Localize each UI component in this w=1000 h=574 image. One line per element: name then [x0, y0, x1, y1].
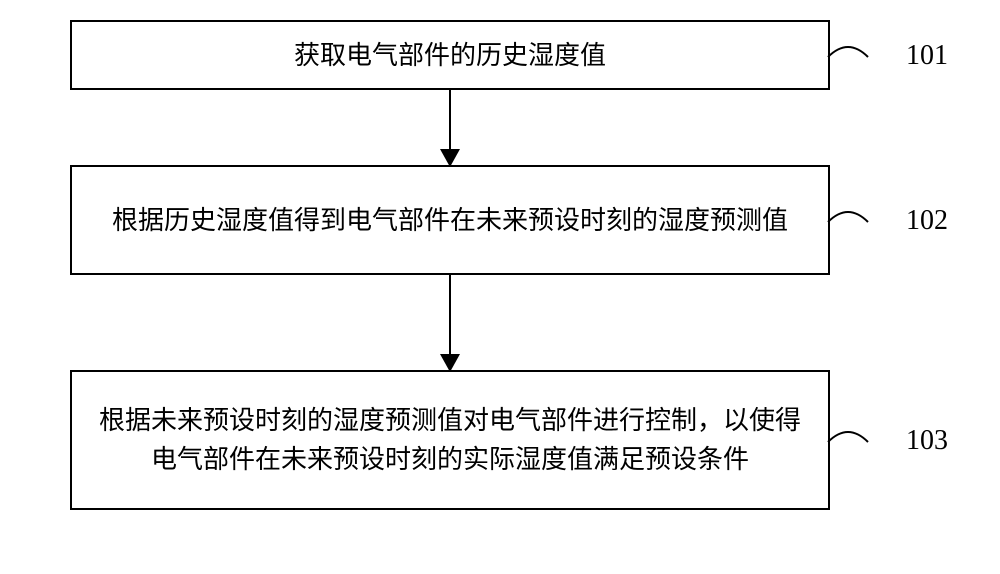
flowchart-arrow: [449, 90, 451, 165]
arrow-container: [70, 275, 830, 370]
flowchart-node-step2: 根据历史湿度值得到电气部件在未来预设时刻的湿度预测值 102: [70, 165, 830, 275]
node-text: 根据历史湿度值得到电气部件在未来预设时刻的湿度预测值: [112, 201, 788, 240]
flowchart-arrow: [449, 275, 451, 370]
node-text: 根据未来预设时刻的湿度预测值对电气部件进行控制，以使得电气部件在未来预设时刻的实…: [92, 401, 808, 479]
node-label: 101: [906, 40, 948, 72]
flowchart-node-step1: 获取电气部件的历史湿度值 101: [70, 20, 830, 90]
label-connector: [828, 207, 878, 247]
flowchart-node-step3: 根据未来预设时刻的湿度预测值对电气部件进行控制，以使得电气部件在未来预设时刻的实…: [70, 370, 830, 510]
node-text: 获取电气部件的历史湿度值: [294, 36, 606, 75]
node-label: 102: [906, 205, 948, 237]
label-connector: [828, 427, 878, 467]
node-label: 103: [906, 425, 948, 457]
label-connector: [828, 42, 878, 82]
flowchart-container: 获取电气部件的历史湿度值 101 根据历史湿度值得到电气部件在未来预设时刻的湿度…: [70, 20, 930, 510]
arrow-container: [70, 90, 830, 165]
